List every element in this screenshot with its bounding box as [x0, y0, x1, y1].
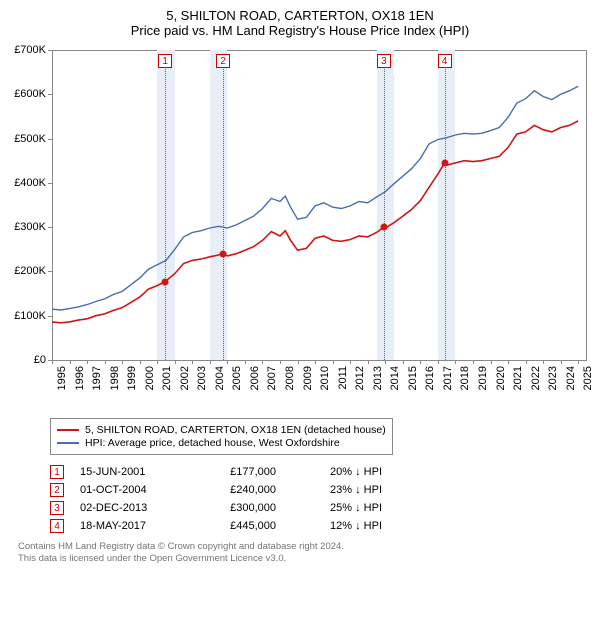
sales-table: 1 15-JUN-2001 £177,000 20% ↓ HPI 2 01-OCT-200…: [50, 465, 594, 533]
x-tick-label: 2001: [161, 366, 173, 396]
x-tick-label: 2024: [565, 366, 577, 396]
x-tick-label: 2019: [477, 366, 489, 396]
x-tick-label: 1999: [126, 366, 138, 396]
sale-dot: [220, 250, 227, 257]
sale-pct: 20% ↓ HPI: [292, 466, 382, 478]
x-tick-label: 1995: [56, 366, 68, 396]
footer-line-2: This data is licensed under the Open Gov…: [18, 553, 594, 565]
sale-date: 15-JUN-2001: [80, 466, 180, 478]
x-tick-label: 2006: [249, 366, 261, 396]
x-tick-label: 2008: [284, 366, 296, 396]
x-tick-label: 2025: [582, 366, 594, 396]
sale-price: £240,000: [196, 484, 276, 496]
table-row: 1 15-JUN-2001 £177,000 20% ↓ HPI: [50, 465, 594, 479]
legend-label-property: 5, SHILTON ROAD, CARTERTON, OX18 1EN (de…: [85, 424, 386, 436]
legend-box: 5, SHILTON ROAD, CARTERTON, OX18 1EN (de…: [50, 418, 393, 455]
line-layer: [6, 42, 589, 362]
sale-date: 18-MAY-2017: [80, 520, 180, 532]
sale-pct: 12% ↓ HPI: [292, 520, 382, 532]
x-tick-label: 2016: [424, 366, 436, 396]
x-tick-label: 2003: [196, 366, 208, 396]
x-tick-label: 2020: [495, 366, 507, 396]
x-tick-label: 2002: [179, 366, 191, 396]
x-tick-label: 1997: [91, 366, 103, 396]
series-line-property: [52, 121, 578, 323]
chart-area: 1234£0£100K£200K£300K£400K£500K£600K£700…: [6, 42, 594, 412]
series-line-hpi: [52, 86, 578, 310]
legend-swatch-property: [57, 429, 79, 431]
sale-price: £300,000: [196, 502, 276, 514]
sale-pct: 25% ↓ HPI: [292, 502, 382, 514]
chart-container: 5, SHILTON ROAD, CARTERTON, OX18 1EN Pri…: [0, 0, 600, 572]
chart-titles: 5, SHILTON ROAD, CARTERTON, OX18 1EN Pri…: [6, 8, 594, 38]
x-tick-label: 1998: [109, 366, 121, 396]
table-row: 2 01-OCT-2004 £240,000 23% ↓ HPI: [50, 483, 594, 497]
title-line-1: 5, SHILTON ROAD, CARTERTON, OX18 1EN: [6, 8, 594, 23]
sale-price: £445,000: [196, 520, 276, 532]
x-tick-label: 2005: [231, 366, 243, 396]
sale-marker: 2: [50, 483, 64, 497]
x-tick-label: 2009: [302, 366, 314, 396]
title-line-2: Price paid vs. HM Land Registry's House …: [6, 23, 594, 38]
x-tick-label: 2012: [354, 366, 366, 396]
sale-pct: 23% ↓ HPI: [292, 484, 382, 496]
x-tick-label: 2018: [459, 366, 471, 396]
legend-row-hpi: HPI: Average price, detached house, West…: [57, 437, 386, 449]
footer-text: Contains HM Land Registry data © Crown c…: [18, 541, 594, 566]
sale-dot: [380, 224, 387, 231]
sale-marker: 4: [50, 519, 64, 533]
x-tick-label: 2013: [372, 366, 384, 396]
sale-price: £177,000: [196, 466, 276, 478]
table-row: 4 18-MAY-2017 £445,000 12% ↓ HPI: [50, 519, 594, 533]
legend-swatch-hpi: [57, 442, 79, 444]
sale-marker: 3: [50, 501, 64, 515]
x-tick-label: 2017: [442, 366, 454, 396]
x-tick-label: 2007: [266, 366, 278, 396]
x-tick-label: 2011: [337, 366, 349, 396]
sale-dot: [162, 278, 169, 285]
sale-dot: [441, 159, 448, 166]
x-tick-label: 2004: [214, 366, 226, 396]
x-tick-label: 2010: [319, 366, 331, 396]
x-tick-label: 2000: [144, 366, 156, 396]
sale-date: 02-DEC-2013: [80, 502, 180, 514]
footer-line-1: Contains HM Land Registry data © Crown c…: [18, 541, 594, 553]
x-tick-label: 2015: [407, 366, 419, 396]
x-tick-label: 2022: [530, 366, 542, 396]
legend-row-property: 5, SHILTON ROAD, CARTERTON, OX18 1EN (de…: [57, 424, 386, 436]
legend-label-hpi: HPI: Average price, detached house, West…: [85, 437, 340, 449]
sale-date: 01-OCT-2004: [80, 484, 180, 496]
table-row: 3 02-DEC-2013 £300,000 25% ↓ HPI: [50, 501, 594, 515]
x-tick-label: 1996: [74, 366, 86, 396]
x-tick-label: 2023: [547, 366, 559, 396]
x-tick-label: 2021: [512, 366, 524, 396]
x-tick-label: 2014: [389, 366, 401, 396]
sale-marker: 1: [50, 465, 64, 479]
